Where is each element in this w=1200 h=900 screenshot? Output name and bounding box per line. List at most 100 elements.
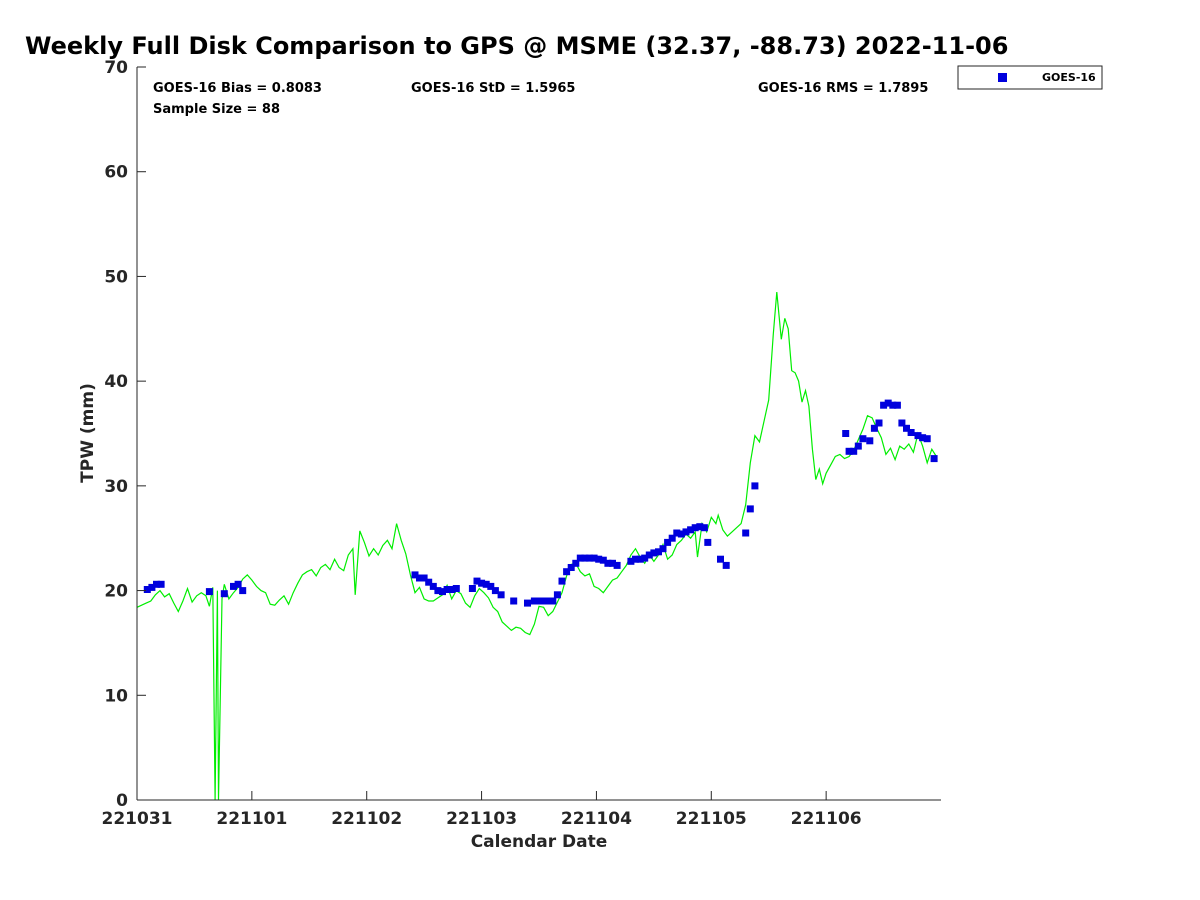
goes-16-point: [722, 561, 730, 569]
goes-16-point: [434, 587, 442, 595]
goes-16-point: [691, 524, 699, 532]
goes-16-point: [443, 586, 451, 593]
y-tick-label: 50: [104, 267, 128, 287]
goes-16-point: [641, 554, 649, 562]
goes-16-point: [416, 574, 423, 582]
goes-16-point: [645, 551, 653, 559]
goes-16-point: [746, 505, 754, 513]
legend-goes-marker: [998, 73, 1007, 82]
goes-16-point: [586, 554, 593, 562]
goes-16-point: [524, 599, 531, 607]
goes-16-point: [544, 597, 552, 605]
stat-std: GOES-16 StD = 1.5965: [411, 81, 575, 96]
goes-16-point: [439, 588, 446, 596]
goes-16-point: [429, 582, 437, 590]
x-axis-label: Calendar Date: [471, 832, 608, 852]
y-axis-ticks: 0 10 20 30 40 50 60 70: [104, 58, 146, 811]
goes-16-point: [510, 597, 518, 605]
y-tick-label: 0: [116, 791, 128, 811]
y-tick-label: 70: [104, 58, 128, 78]
goes-16-point: [420, 574, 428, 582]
goes-16-point: [923, 435, 931, 443]
goes-16-point: [482, 580, 490, 588]
goes-16-point: [914, 432, 922, 440]
goes-16-point: [903, 424, 910, 432]
goes-16-point: [230, 582, 237, 590]
goes-16-point: [205, 588, 213, 596]
goes-16-point: [870, 424, 878, 432]
stat-sample-size: Sample Size = 88: [153, 102, 280, 117]
goes-16-point: [893, 401, 901, 409]
x-tick-label: 221106: [791, 809, 862, 829]
goes-16-point: [220, 590, 228, 598]
goes-16-point: [595, 555, 603, 563]
goes-16-point: [673, 529, 681, 537]
y-axis-label: TPW (mm): [78, 383, 98, 483]
x-tick-label: 221101: [216, 809, 287, 829]
goes-16-point: [468, 585, 476, 592]
y-tick-label: 60: [104, 163, 128, 183]
goes-16-point: [717, 555, 724, 563]
goes-16-point: [650, 549, 658, 557]
goes-16-point: [604, 559, 612, 567]
y-tick-label: 20: [104, 582, 128, 602]
plot-background: [137, 67, 941, 800]
goes-16-point: [563, 568, 571, 576]
goes-16-point: [535, 597, 543, 605]
goes-16-point: [491, 587, 499, 595]
legend-goes-label: GOES-16: [1042, 71, 1096, 84]
goes-16-point: [668, 534, 676, 542]
goes-16-point: [473, 577, 481, 585]
goes-16-point: [497, 591, 505, 599]
goes-16-point: [880, 401, 888, 409]
x-tick-label: 221031: [102, 809, 173, 829]
goes-16-point: [627, 557, 635, 565]
gps-line-layer: [136, 292, 937, 801]
stat-bias: GOES-16 Bias = 0.8083: [153, 81, 322, 96]
y-tick-label: 10: [104, 686, 128, 706]
x-tick-label: 221103: [446, 809, 517, 829]
gps-series-line: [136, 292, 937, 801]
goes-points-layer: [143, 399, 938, 607]
goes-16-point: [530, 597, 538, 605]
goes-16-point: [655, 548, 662, 556]
legend-box: [957, 65, 1103, 90]
goes-16-point: [659, 545, 667, 553]
y-tick-label: 40: [104, 372, 128, 392]
goes-16-point: [636, 555, 644, 563]
goes-16-point: [157, 580, 165, 588]
goes-16-point: [664, 538, 672, 546]
goes-16-point: [572, 559, 580, 567]
goes-16-point: [632, 555, 639, 563]
goes-16-point: [742, 529, 750, 537]
goes-16-point: [704, 538, 712, 546]
goes-16-point: [875, 419, 883, 427]
chart-title: Weekly Full Disk Comparison to GPS @ MSM…: [25, 32, 1008, 60]
stat-rms: GOES-16 RMS = 1.7895: [758, 81, 928, 96]
goes-16-point: [478, 579, 486, 587]
goes-16-point: [153, 580, 160, 588]
goes-16-point: [590, 554, 598, 562]
goes-16-point: [613, 561, 621, 569]
goes-16-point: [842, 430, 850, 437]
plot-area: [136, 67, 941, 801]
goes-16-point: [687, 526, 695, 534]
goes-16-point: [452, 585, 460, 592]
goes-16-point: [898, 419, 906, 427]
goes-16-point: [609, 559, 616, 567]
goes-16-point: [239, 587, 247, 595]
goes-16-point: [148, 583, 156, 591]
goes-16-point: [682, 528, 690, 536]
x-tick-label: 221102: [331, 809, 402, 829]
goes-16-point: [425, 578, 433, 586]
goes-16-point: [751, 482, 759, 490]
goes-16-point: [448, 586, 456, 593]
goes-16-point: [553, 591, 561, 599]
goes-16-point: [576, 554, 584, 562]
goes-16-point: [854, 442, 862, 450]
goes-16-point: [677, 530, 685, 538]
goes-16-point: [487, 582, 495, 590]
goes-16-point: [866, 437, 874, 445]
goes-16-point: [558, 577, 566, 585]
goes-16-point: [549, 597, 557, 605]
